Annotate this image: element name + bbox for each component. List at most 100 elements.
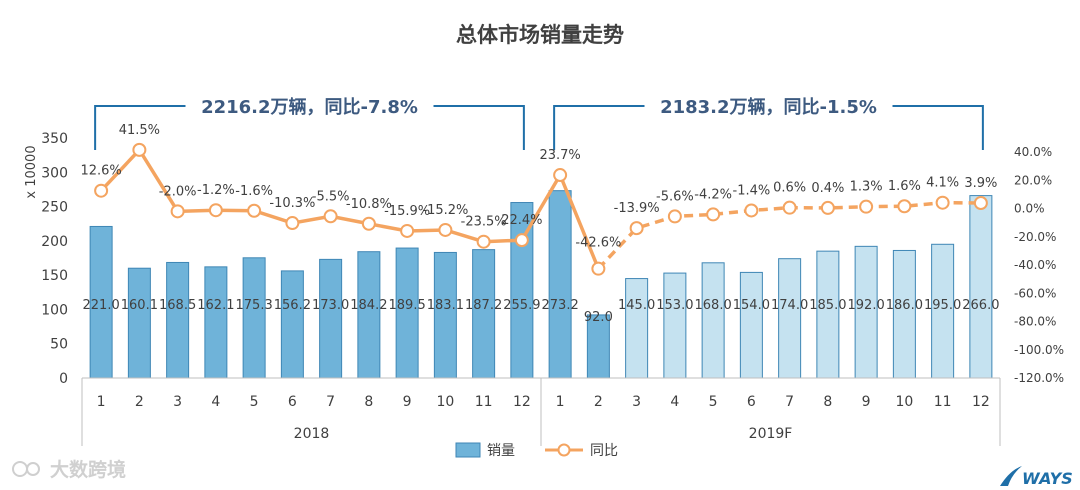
annotation-bracket-left <box>553 105 645 150</box>
yoy-value-label: -10.3% <box>269 196 315 211</box>
bar-17 <box>701 262 725 379</box>
x-tick-label: 10 <box>895 394 913 410</box>
bar-value-label: 160.1 <box>121 298 158 313</box>
bar-6 <box>280 270 304 379</box>
x-tick-label: 6 <box>288 394 297 410</box>
x-tick-label: 11 <box>934 394 952 410</box>
y2-tick-label: -80.0% <box>1014 315 1056 329</box>
x-tick-label: 5 <box>709 394 718 410</box>
bar-value-label: 173.0 <box>312 298 349 313</box>
annotation-text: 2216.2万辆，同比-7.8% <box>201 96 418 118</box>
yoy-value-label: -42.6% <box>575 236 621 251</box>
bar-value-label: 183.1 <box>427 298 464 313</box>
yoy-point-3 <box>170 204 185 219</box>
yoy-point-1 <box>94 183 109 198</box>
watermark-logo-icon-2 <box>26 462 40 476</box>
bar-24 <box>969 195 993 379</box>
y-tick-label: 100 <box>41 302 68 318</box>
yoy-point-10 <box>438 222 453 237</box>
yoy-value-label: -13.9% <box>614 201 660 216</box>
x-tick-label: 7 <box>785 394 794 410</box>
y2-tick-label: -60.0% <box>1014 286 1056 300</box>
yoy-value-label: 3.9% <box>964 176 997 191</box>
bar-value-label: 185.0 <box>809 298 846 313</box>
bar-value-label: 189.5 <box>389 298 426 313</box>
legend-bar-swatch <box>455 442 481 458</box>
bar-10 <box>433 251 457 379</box>
yoy-value-label: -1.4% <box>733 183 771 198</box>
bar-value-label: 255.9 <box>503 298 540 313</box>
yoy-value-label: -10.8% <box>346 197 392 212</box>
bar-value-label: 174.0 <box>771 298 808 313</box>
x-tick-label: 3 <box>173 394 182 410</box>
y2-tick-label: -40.0% <box>1014 258 1056 272</box>
y-tick-label: 150 <box>41 268 68 284</box>
y2-tick-label: -120.0% <box>1014 371 1064 385</box>
yoy-value-label: -4.2% <box>694 187 732 202</box>
yoy-value-label: -15.9% <box>384 204 430 219</box>
x-tick-label: 2 <box>594 394 603 410</box>
brand-logo: WAYS <box>1000 466 1073 488</box>
bar-3 <box>166 261 190 379</box>
bar-value-label: 187.2 <box>465 298 502 313</box>
yoy-value-label: -1.2% <box>197 183 235 198</box>
x-tick-label: 11 <box>475 394 493 410</box>
yoy-point-7 <box>323 209 338 224</box>
yoy-point-23 <box>935 195 950 210</box>
x-tick-label: 1 <box>97 394 106 410</box>
bar-value-label: 175.3 <box>236 298 273 313</box>
y-tick-label: 200 <box>41 234 68 250</box>
yoy-point-11 <box>476 234 491 249</box>
x-tick-label: 4 <box>211 394 220 410</box>
bar-value-label: 145.0 <box>618 298 655 313</box>
yoy-value-label: -5.6% <box>656 189 694 204</box>
x-tick-label: 6 <box>747 394 756 410</box>
bar-value-label: 92.0 <box>584 310 613 325</box>
y-tick-label: 50 <box>50 337 68 353</box>
bar-18 <box>739 271 763 379</box>
bar-16 <box>663 272 687 379</box>
y2-tick-label: -100.0% <box>1014 343 1064 357</box>
yoy-value-label: 41.5% <box>119 123 160 138</box>
bar-19 <box>778 258 802 379</box>
legend-line-label: 同比 <box>590 443 618 459</box>
annotation-bracket-right <box>433 105 525 150</box>
yoy-point-24 <box>973 195 988 210</box>
bar-value-label: 221.0 <box>83 298 120 313</box>
bar-value-label: 156.2 <box>274 298 311 313</box>
bar-20 <box>816 250 840 379</box>
bar-9 <box>395 247 419 379</box>
bar-8 <box>357 251 381 379</box>
y-tick-label: 300 <box>41 165 68 181</box>
bar-value-label: 273.2 <box>542 298 579 313</box>
x-tick-label: 8 <box>364 394 373 410</box>
yoy-point-19 <box>782 200 797 215</box>
yoy-value-label: -1.6% <box>235 184 273 199</box>
yoy-point-9 <box>400 223 415 238</box>
bar-4 <box>204 266 228 379</box>
bar-5 <box>242 257 266 379</box>
yoy-value-label: -2.0% <box>159 184 197 199</box>
yoy-value-label: -15.2% <box>422 203 468 218</box>
watermark-text: 大数跨境 <box>50 458 126 481</box>
x-tick-label: 7 <box>326 394 335 410</box>
x-group-label: 2018 <box>294 426 330 442</box>
chart-title: 总体市场销量走势 <box>456 23 624 47</box>
annotation-text: 2183.2万辆，同比-1.5% <box>660 96 877 118</box>
bar-11 <box>472 249 496 379</box>
bar-13 <box>548 190 572 379</box>
x-tick-label: 9 <box>862 394 871 410</box>
y-tick-label: 350 <box>41 131 68 147</box>
yoy-value-label: 12.6% <box>80 164 121 179</box>
x-tick-label: 2 <box>135 394 144 410</box>
watermark-logo-icon <box>12 461 28 477</box>
yoy-value-label: 23.7% <box>539 148 580 163</box>
bar-value-label: 168.5 <box>159 298 196 313</box>
bar-value-label: 195.0 <box>924 298 961 313</box>
legend: 销量 同比 <box>455 442 618 459</box>
x-tick-label: 8 <box>823 394 832 410</box>
yoy-point-17 <box>706 207 721 222</box>
yoy-point-6 <box>285 216 300 231</box>
yoy-point-13 <box>553 168 568 183</box>
legend-bar-label: 销量 <box>487 443 515 459</box>
